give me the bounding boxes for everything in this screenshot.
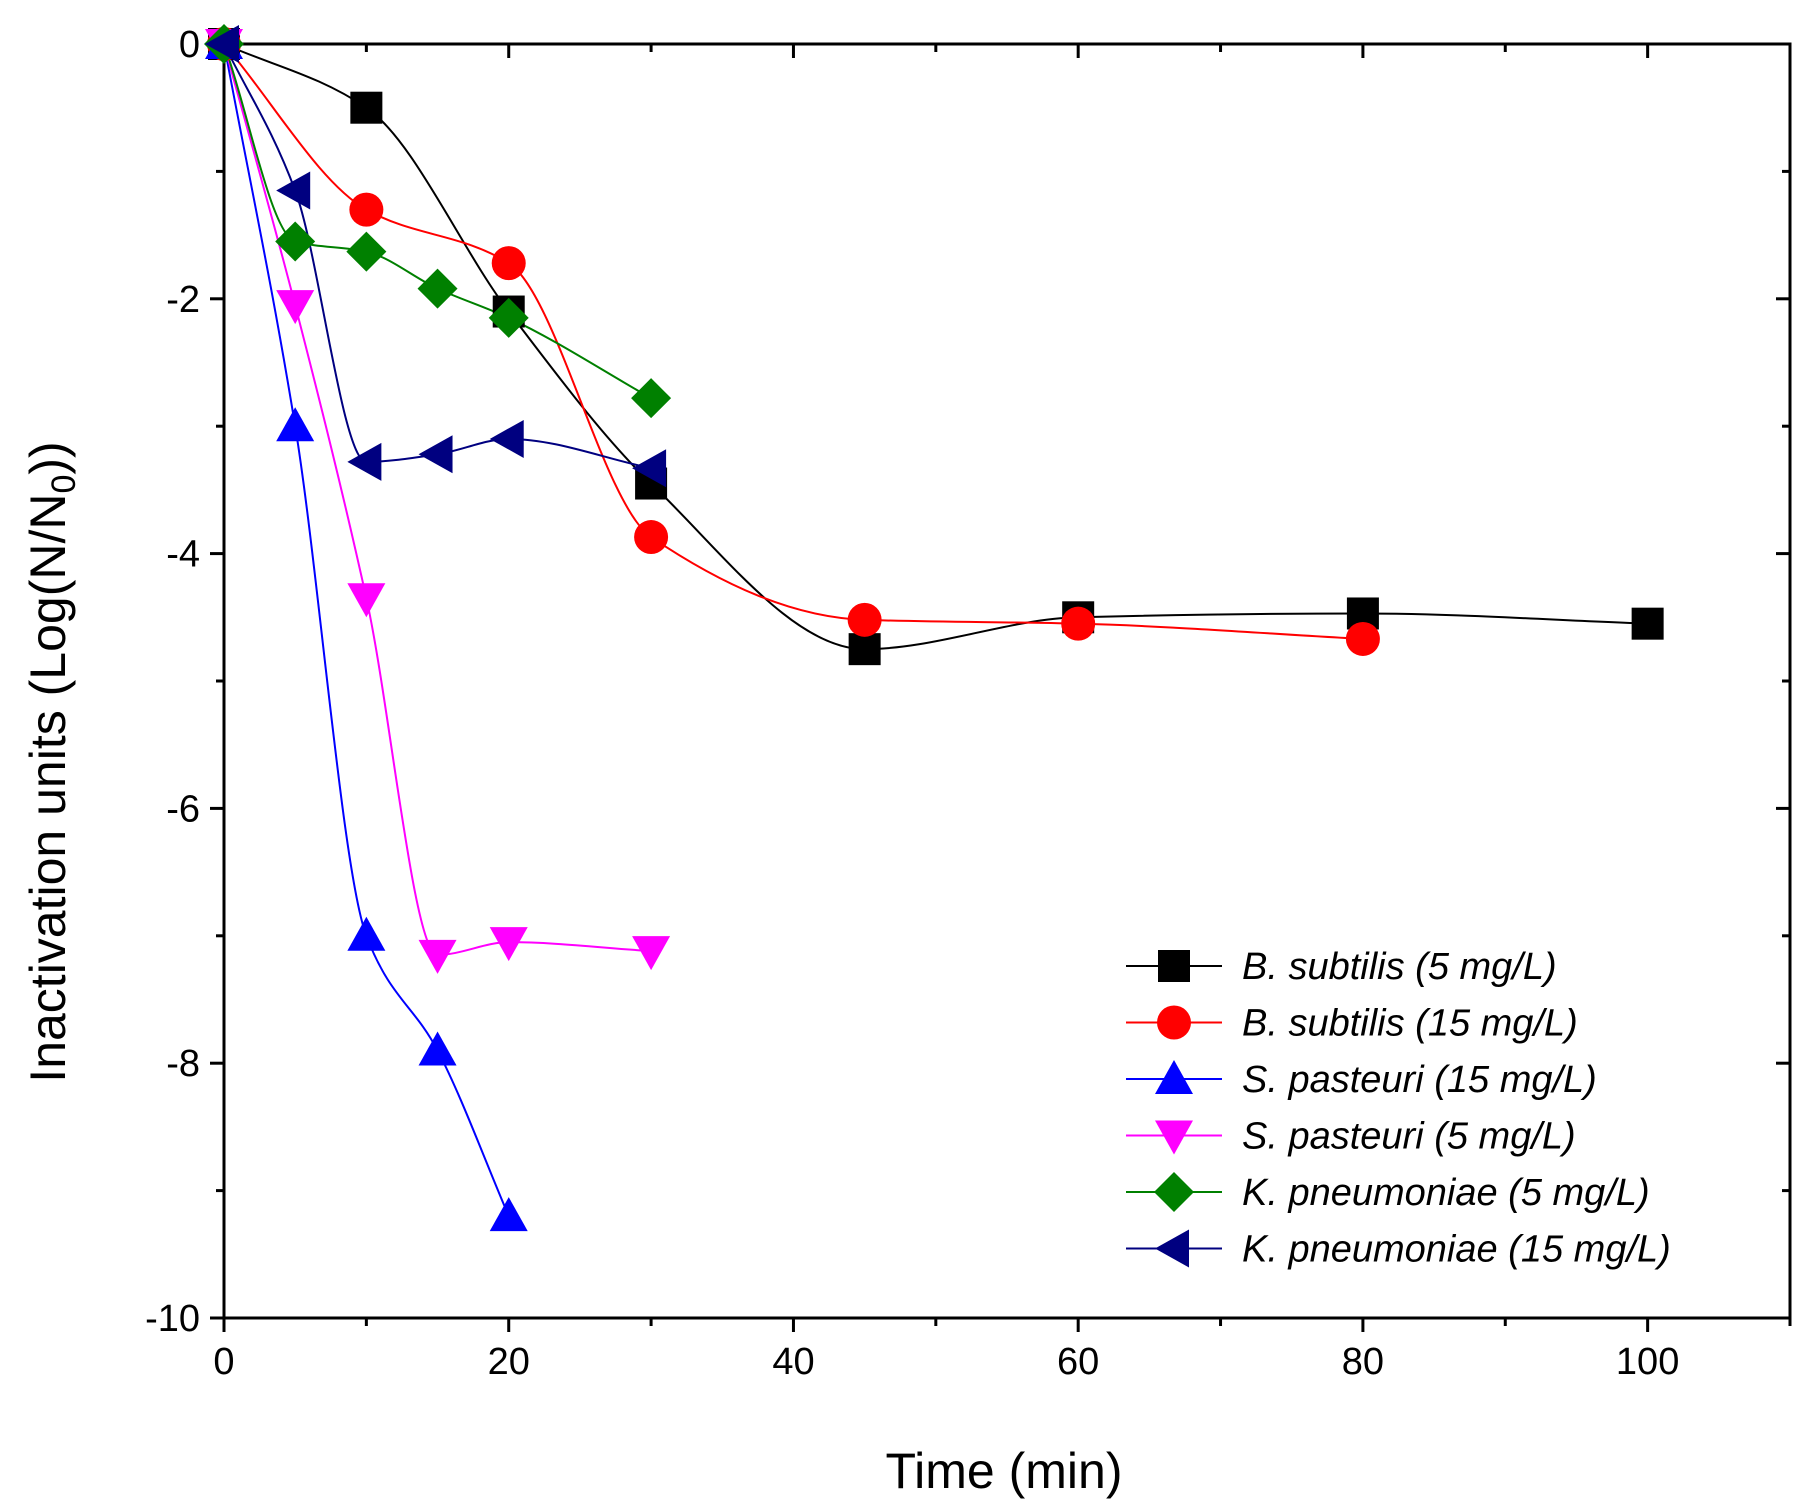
x-tick-label: 20 <box>488 1341 530 1383</box>
data-point-series-5 <box>417 268 458 309</box>
x-tick-label: 0 <box>213 1341 234 1383</box>
data-point-series-6 <box>347 442 382 481</box>
series-markers <box>204 24 1664 1232</box>
data-point-series-1 <box>848 633 881 666</box>
y-axis-title-subscript: 0 <box>45 475 83 494</box>
data-point-series-1 <box>1631 607 1664 640</box>
y-axis-title: Inactivation units (Log(N/N0)) <box>20 441 83 1082</box>
data-point-series-2 <box>491 246 526 281</box>
data-point-series-4 <box>276 290 315 325</box>
y-tick-label: 0 <box>179 24 200 66</box>
y-axis-title-end: )) <box>20 441 76 474</box>
axis-tick-labels: 0 20 40 60 80 100 0 -2 -4 -6 -8 -10 <box>145 24 1679 1383</box>
data-point-series-3 <box>347 916 386 951</box>
series-line-3 <box>223 43 510 1217</box>
data-point-series-2 <box>1061 606 1096 641</box>
y-tick-label: -10 <box>145 1298 200 1340</box>
y-tick-label: -6 <box>166 788 200 830</box>
data-point-series-5 <box>275 221 316 262</box>
legend-marker-2 <box>1157 1005 1191 1040</box>
legend-label-3: S. pasteuri (15 mg/L) <box>1242 1059 1597 1101</box>
data-point-series-4 <box>347 583 386 618</box>
legend-marker-6 <box>1155 1229 1189 1268</box>
data-point-series-6 <box>276 171 311 210</box>
data-point-series-3 <box>489 1197 528 1232</box>
legend: B. subtilis (5 mg/L) B. subtilis (15 mg/L… <box>1126 946 1671 1271</box>
x-axis-title: Time (min) <box>885 1443 1122 1499</box>
data-point-series-1 <box>350 91 383 124</box>
data-point-series-6 <box>489 419 524 458</box>
series-line-2 <box>223 43 1363 640</box>
data-point-series-3 <box>276 407 315 442</box>
legend-label-5: K. pneumoniae (5 mg/L) <box>1242 1172 1650 1214</box>
y-tick-label: -8 <box>166 1043 200 1085</box>
legend-label-1: B. subtilis (5 mg/L) <box>1242 946 1557 988</box>
x-tick-label: 40 <box>772 1341 814 1383</box>
series-line-1 <box>223 43 1648 651</box>
y-tick-label: -4 <box>166 534 200 576</box>
axis-ticks <box>210 42 1792 1332</box>
legend-label-4: S. pasteuri (5 mg/L) <box>1242 1116 1576 1158</box>
legend-marker-3 <box>1155 1060 1193 1094</box>
x-tick-label: 100 <box>1616 1341 1679 1383</box>
legend-label-2: B. subtilis (15 mg/L) <box>1242 1003 1578 1045</box>
data-point-series-2 <box>634 520 669 555</box>
data-point-series-2 <box>349 192 384 227</box>
x-tick-label: 80 <box>1342 1341 1384 1383</box>
data-point-series-2 <box>847 602 882 637</box>
data-point-series-6 <box>418 435 453 474</box>
series-line-4 <box>223 43 652 956</box>
data-point-series-4 <box>489 927 528 962</box>
data-point-series-6 <box>632 449 667 488</box>
series-line-5 <box>223 43 652 400</box>
legend-marker-4 <box>1155 1120 1193 1155</box>
data-point-series-5 <box>488 297 529 338</box>
data-point-series-6 <box>205 25 239 63</box>
data-point-series-2 <box>1345 621 1380 656</box>
y-tick-label: -2 <box>166 279 200 321</box>
data-point-series-5 <box>631 378 672 419</box>
legend-label-6: K. pneumoniae (15 mg/L) <box>1242 1229 1671 1271</box>
legend-marker-5 <box>1154 1172 1194 1212</box>
y-axis-title-main: Inactivation units (Log(N/N <box>20 494 76 1083</box>
series-line-6 <box>223 43 652 470</box>
data-point-series-4 <box>632 936 671 971</box>
data-point-series-3 <box>418 1031 457 1066</box>
data-point-series-4 <box>418 939 457 974</box>
x-tick-label: 60 <box>1057 1341 1099 1383</box>
legend-marker-1 <box>1158 950 1190 982</box>
data-point-series-5 <box>346 231 387 272</box>
